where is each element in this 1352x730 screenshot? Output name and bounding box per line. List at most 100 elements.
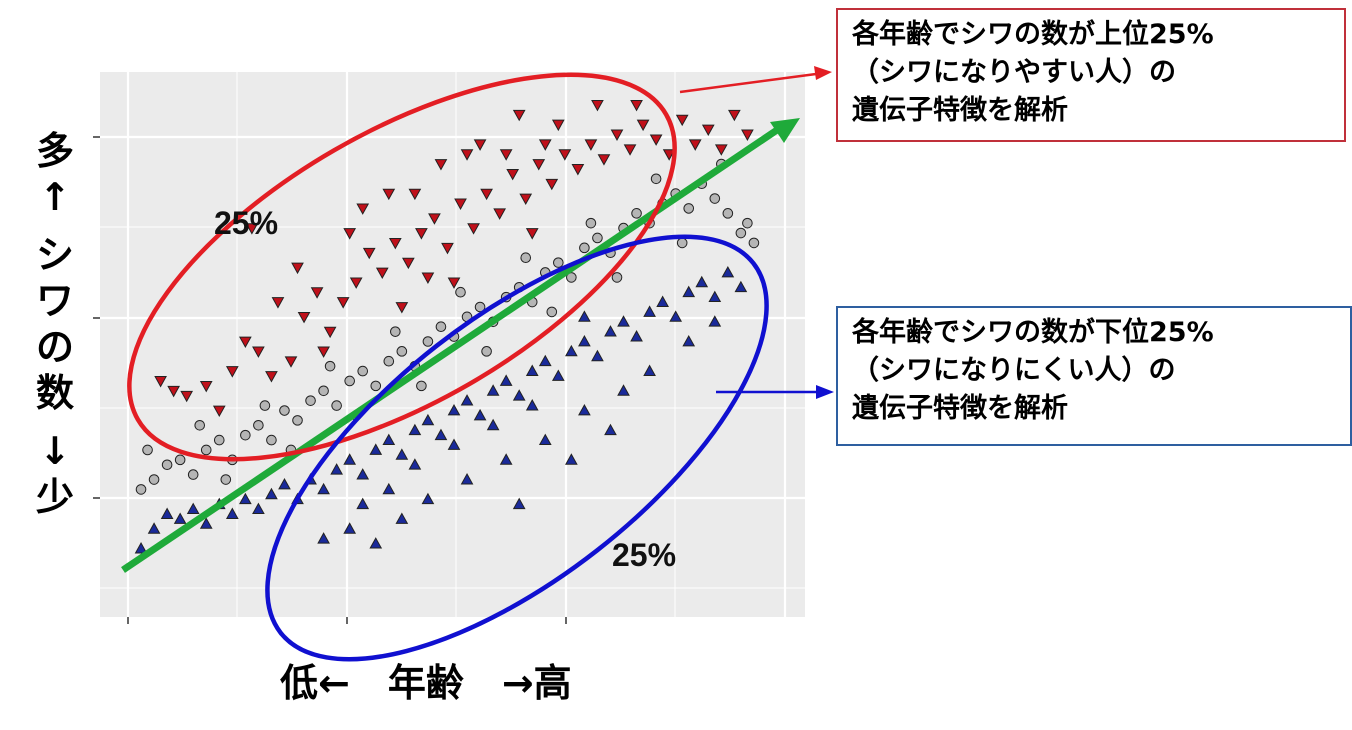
- data-point-triangle-down: [460, 149, 474, 161]
- data-point-circle: [253, 420, 264, 431]
- data-point-triangle-down: [284, 356, 298, 368]
- data-point-triangle-down: [154, 376, 167, 388]
- data-point-triangle-up: [643, 364, 656, 376]
- data-point-circle: [553, 257, 564, 268]
- data-point-triangle-up: [434, 428, 448, 441]
- data-point-triangle-up: [369, 537, 383, 549]
- y-label-char: シ: [35, 233, 74, 277]
- y-axis-label: 多 ↑ シ ワ の 数 ↓ 少: [22, 128, 88, 520]
- data-point-triangle-up: [669, 310, 683, 322]
- data-point-triangle-down: [675, 114, 689, 127]
- data-point-circle: [318, 385, 329, 397]
- data-point-triangle-down: [545, 178, 559, 191]
- top-connector-arrowhead: [814, 66, 832, 80]
- data-point-triangle-down: [225, 366, 239, 378]
- data-point-triangle-down: [447, 277, 461, 289]
- data-point-circle: [240, 429, 251, 441]
- data-point-triangle-down: [180, 390, 194, 403]
- data-point-triangle-up: [708, 290, 722, 303]
- data-point-triangle-down: [408, 188, 422, 201]
- data-point-triangle-up: [356, 468, 370, 480]
- data-point-triangle-up: [343, 453, 357, 465]
- data-point-triangle-down: [506, 168, 520, 181]
- data-point-triangle-down: [597, 154, 611, 166]
- data-point-triangle-down: [356, 203, 370, 215]
- data-point-circle: [566, 272, 577, 283]
- data-point-circle: [266, 434, 277, 446]
- data-point-triangle-down: [402, 257, 415, 270]
- data-point-circle: [194, 420, 206, 431]
- data-point-triangle-down: [728, 109, 741, 122]
- data-point-triangle-up: [395, 448, 409, 460]
- data-point-circle: [259, 400, 271, 411]
- data-point-triangle-up: [265, 487, 278, 500]
- data-point-triangle-up: [578, 334, 591, 347]
- data-point-triangle-up: [499, 453, 513, 465]
- data-point-circle: [742, 217, 753, 229]
- data-point-triangle-up: [656, 295, 669, 307]
- data-point-triangle-up: [578, 403, 591, 416]
- data-point-triangle-down: [434, 159, 448, 171]
- data-point-triangle-down: [375, 267, 389, 280]
- data-point-triangle-up: [447, 403, 461, 416]
- y-label-char: 数: [35, 371, 74, 415]
- data-point-circle: [422, 336, 434, 347]
- data-point-circle: [683, 203, 695, 214]
- data-point-circle: [305, 395, 316, 406]
- y-label-char: ↓: [39, 429, 71, 473]
- data-point-triangle-down: [525, 228, 539, 240]
- data-point-triangle-up: [643, 305, 656, 317]
- data-point-circle: [579, 242, 590, 254]
- data-point-triangle-down: [649, 134, 663, 146]
- data-point-triangle-up: [499, 374, 513, 386]
- data-point-circle: [416, 380, 427, 392]
- data-point-triangle-down: [291, 262, 304, 275]
- data-point-circle: [631, 208, 642, 219]
- data-point-triangle-down: [343, 228, 357, 240]
- data-point-triangle-up: [147, 522, 161, 534]
- top-group-callout: 各年齢でシワの数が上位25% （シワになりやすい人）の 遺伝子特徴を解析: [836, 8, 1346, 142]
- data-point-circle: [520, 252, 532, 263]
- data-point-triangle-up: [460, 473, 474, 485]
- callout-line: （シワになりやすい人）の: [852, 57, 1176, 88]
- data-point-triangle-down: [519, 193, 533, 206]
- data-point-circle: [161, 459, 173, 471]
- data-point-circle: [722, 208, 734, 219]
- data-point-circle: [650, 173, 662, 185]
- data-point-triangle-up: [682, 285, 696, 298]
- data-point-triangle-up: [408, 423, 422, 436]
- y-label-char: 少: [35, 475, 74, 519]
- data-point-circle: [279, 405, 290, 416]
- data-point-triangle-up: [473, 408, 487, 421]
- callout-line: 遺伝子特徴を解析: [852, 393, 1068, 424]
- data-point-circle: [383, 355, 395, 367]
- data-point-triangle-down: [252, 346, 265, 358]
- data-point-triangle-down: [662, 149, 676, 161]
- data-point-circle: [481, 346, 492, 357]
- data-point-circle: [148, 474, 160, 485]
- data-point-triangle-down: [336, 297, 350, 309]
- data-point-triangle-down: [323, 326, 337, 339]
- data-point-triangle-down: [212, 405, 226, 418]
- data-point-circle: [174, 454, 186, 466]
- data-point-triangle-down: [610, 129, 624, 141]
- data-point-triangle-up: [160, 507, 174, 519]
- callout-line: 遺伝子特徴を解析: [852, 95, 1068, 126]
- bottom-group-callout: 各年齢でシワの数が下位25% （シワになりにくい人）の 遺伝子特徴を解析: [836, 306, 1352, 446]
- trend-arrowhead: [770, 118, 800, 143]
- data-point-circle: [344, 375, 355, 387]
- data-point-triangle-up: [408, 458, 422, 470]
- data-point-triangle-up: [317, 482, 330, 495]
- data-point-triangle-down: [245, 223, 259, 235]
- bottom-group-ellipse: [265, 234, 769, 662]
- data-point-triangle-down: [362, 247, 376, 260]
- data-point-triangle-up: [186, 502, 200, 515]
- data-point-circle: [331, 400, 342, 411]
- data-point-triangle-up: [317, 532, 330, 544]
- data-point-triangle-down: [591, 99, 604, 112]
- data-point-circle: [546, 306, 558, 318]
- y-label-char: の: [35, 325, 74, 369]
- axis-ticks: [93, 136, 567, 624]
- data-point-triangle-down: [701, 124, 715, 137]
- data-point-triangle-up: [630, 330, 643, 342]
